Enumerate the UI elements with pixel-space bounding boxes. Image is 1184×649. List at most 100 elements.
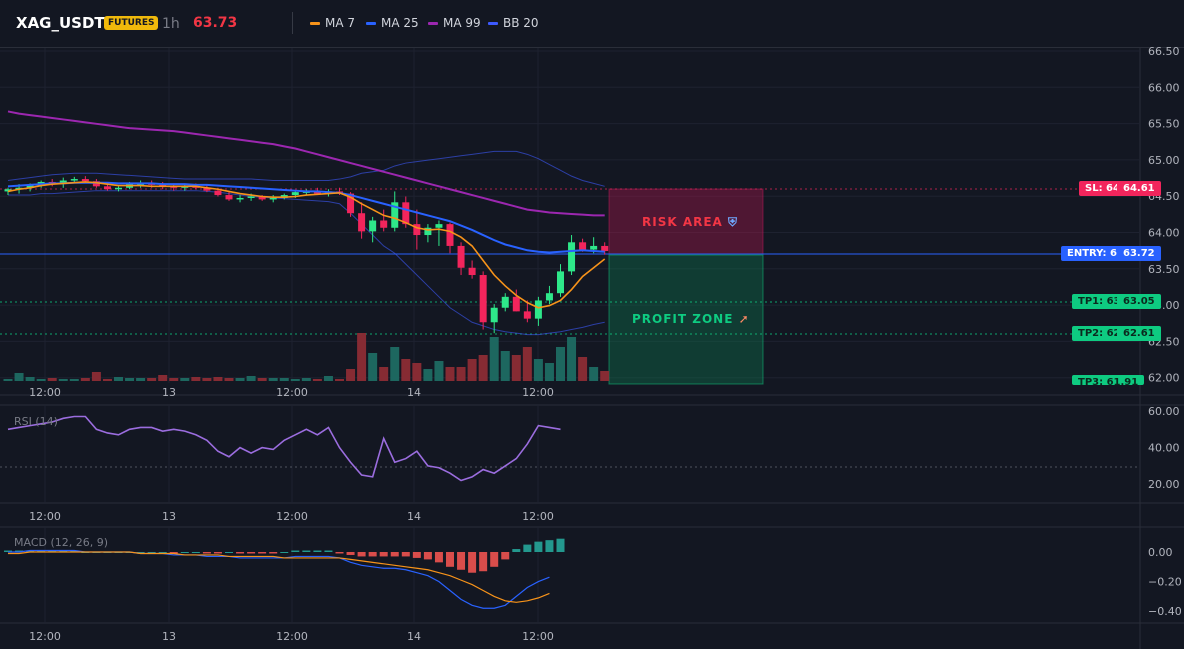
macd-histogram-bar: [468, 552, 477, 573]
volume-bar: [58, 379, 68, 381]
symbol-name[interactable]: XAG_USDT: [16, 14, 105, 32]
legend-ma7[interactable]: MA 7: [310, 16, 355, 30]
macd-histogram-bar: [247, 552, 256, 554]
macd-histogram-bar: [512, 549, 521, 552]
volume-bar: [379, 367, 389, 381]
volume-bar: [567, 337, 577, 381]
candle-body: [26, 185, 34, 188]
volume-bar: [467, 359, 477, 381]
candle-body: [590, 245, 598, 250]
time-tick: 12:00: [522, 386, 554, 399]
volume-bar: [180, 378, 190, 381]
volume-bar: [47, 378, 57, 381]
shield-icon: ⛨: [728, 215, 739, 229]
price-tick: 65.50: [1148, 118, 1180, 131]
time-tick: 13: [162, 386, 176, 399]
volume-bar: [511, 355, 521, 381]
tp1-price-tag: 63.05: [1117, 294, 1161, 309]
bb-lower-line: [8, 190, 605, 336]
candle-body: [523, 311, 531, 319]
macd-histogram-bar: [302, 550, 311, 552]
macd-histogram-bar: [379, 552, 388, 557]
candle-body: [358, 213, 366, 232]
macd-histogram-bar: [534, 541, 543, 552]
last-price: 63.73: [193, 15, 238, 31]
candle-body: [369, 220, 377, 232]
macd-histogram-bar: [15, 550, 24, 552]
macd-histogram-bar: [368, 552, 377, 557]
volume-bar: [301, 378, 311, 381]
legend-swatch: [366, 21, 376, 25]
macd-histogram-bar: [26, 550, 35, 552]
macd-histogram-bar: [147, 552, 156, 553]
macd-histogram-bar: [202, 552, 211, 554]
candle-body: [214, 190, 222, 196]
volume-bar: [114, 377, 123, 381]
risk-area-zone: [608, 188, 764, 255]
candle-body: [103, 186, 111, 190]
candle-body: [468, 267, 476, 276]
volume-bar: [169, 378, 179, 381]
rsi-tick: 60.00: [1148, 405, 1180, 418]
interval-selector[interactable]: 1h: [162, 16, 180, 32]
candle-body: [413, 224, 421, 236]
macd-histogram-bar: [136, 552, 145, 553]
futures-badge: FUTURES: [104, 16, 159, 30]
volume-bar: [290, 379, 300, 381]
candle-body: [236, 197, 244, 200]
macd-histogram-bar: [269, 552, 278, 554]
volume-bar: [456, 367, 466, 381]
candle-body: [579, 242, 587, 250]
rsi-line: [7, 415, 561, 482]
time-tick: 14: [407, 630, 421, 643]
time-tick: 12:00: [29, 630, 61, 643]
macd-histogram-bar: [357, 552, 366, 557]
volume-bar: [368, 353, 378, 381]
volume-bar: [335, 379, 344, 381]
price-tick: 66.00: [1148, 81, 1180, 94]
candle-body: [380, 220, 388, 228]
macd-histogram-bar: [4, 550, 12, 552]
candle-body: [501, 296, 509, 308]
rsi-tick: 20.00: [1148, 478, 1180, 491]
volume-bar: [312, 379, 322, 381]
volume-bar: [14, 373, 24, 381]
candle-body: [490, 307, 498, 323]
macd-tick: −0.20: [1148, 576, 1182, 589]
macd-histogram-bar: [457, 552, 466, 570]
legend-ma25[interactable]: MA 25: [366, 16, 419, 30]
price-tick: 62.00: [1148, 372, 1180, 385]
macd-histogram-bar: [225, 552, 233, 553]
macd-histogram-bar: [335, 552, 344, 554]
macd-histogram-bar: [545, 540, 554, 552]
volume-bar: [91, 372, 101, 381]
legend-bb20[interactable]: BB 20: [488, 16, 539, 30]
volume-bar: [268, 378, 278, 381]
volume-bar: [224, 378, 234, 381]
candle-body: [347, 193, 355, 214]
time-tick: 12:00: [276, 386, 308, 399]
macd-histogram-bar: [213, 552, 222, 554]
volume-bar: [500, 351, 510, 381]
candle-body: [424, 227, 432, 236]
legend-ma99[interactable]: MA 99: [428, 16, 481, 30]
candle-body: [402, 202, 410, 225]
rsi-tick: 40.00: [1148, 442, 1180, 455]
macd-histogram-bar: [434, 552, 443, 563]
candle-body: [391, 202, 399, 228]
candle-body: [4, 189, 12, 192]
macd-histogram-bar: [423, 552, 432, 560]
volume-bar: [412, 363, 422, 381]
time-tick: 14: [407, 510, 421, 523]
price-tick: 66.50: [1148, 45, 1180, 58]
time-tick: 12:00: [29, 386, 61, 399]
macd-histogram-bar: [412, 552, 421, 558]
price-tick: 65.00: [1148, 154, 1180, 167]
legend-swatch: [488, 21, 498, 25]
time-tick: 12:00: [276, 630, 308, 643]
entry-price-tag: 63.72: [1117, 246, 1161, 261]
candle-body: [479, 275, 487, 323]
candle-body: [70, 179, 78, 181]
sl-price-tag: 64.61: [1117, 181, 1161, 196]
